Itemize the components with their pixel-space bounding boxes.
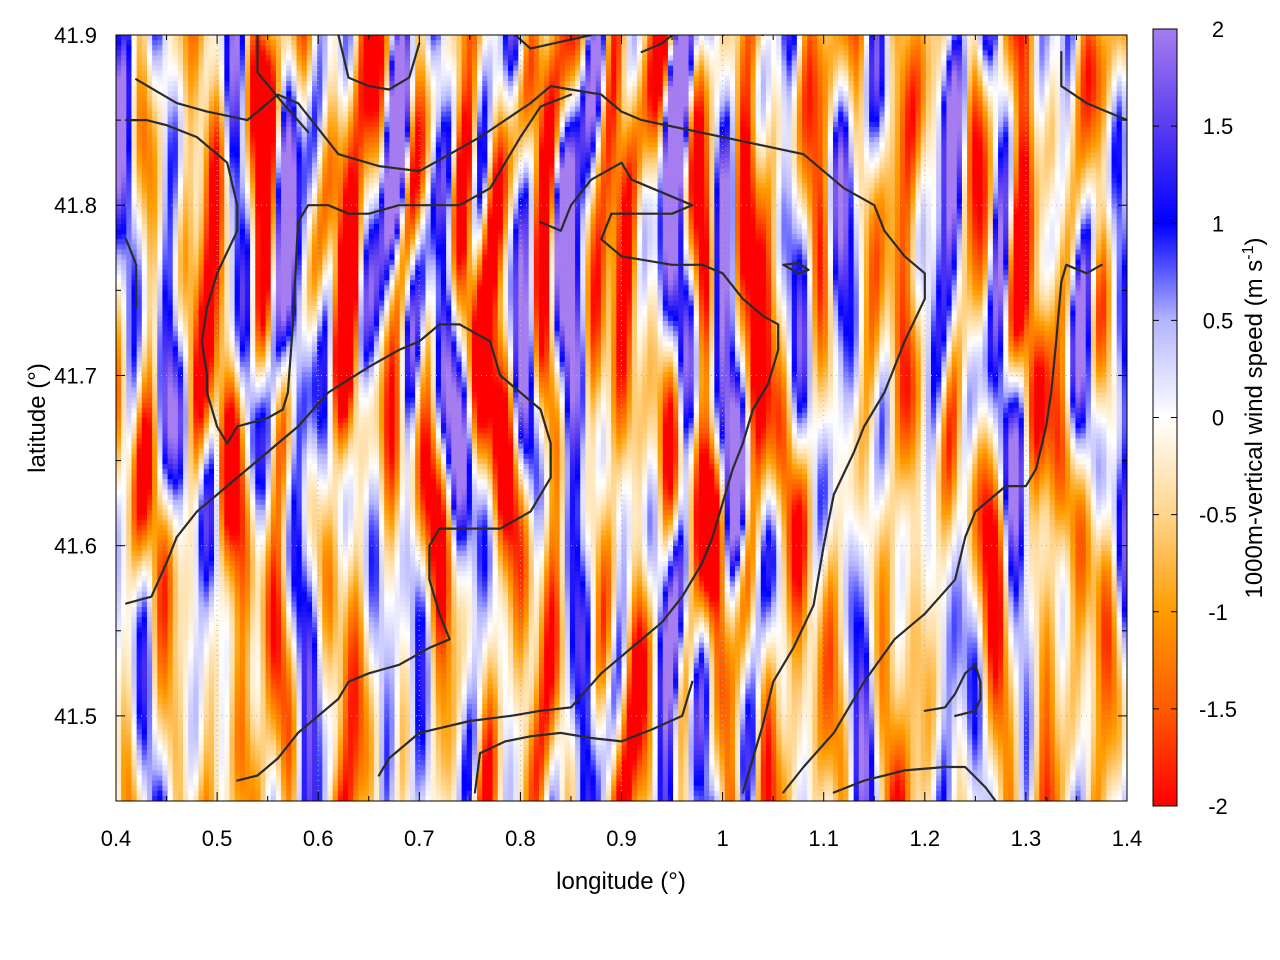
contour-line	[723, 30, 763, 35]
colorbar: 2 1.5 1 0.5 0 -0.5 -1 -1.5 -2 1000m-vertical win…	[1153, 17, 1268, 819]
x-tick-label: 0.5	[202, 826, 233, 851]
x-tick-label: 0.7	[404, 826, 435, 851]
y-tick-label: 41.6	[54, 534, 97, 559]
colorbar-tick-label: -1	[1208, 600, 1228, 625]
x-tick-label: 0.9	[606, 826, 637, 851]
colorbar-title-main: 1000m-vertical wind speed (m s	[1241, 260, 1268, 599]
colorbar-tick-label: -2	[1208, 794, 1228, 819]
x-tick-label: 0.6	[303, 826, 334, 851]
colorbar-tick-label: 1	[1212, 211, 1224, 236]
colorbar-tick-label: -1.5	[1199, 697, 1237, 722]
y-tick-label: 41.8	[54, 193, 97, 218]
colorbar-title: 1000m-vertical wind speed (m s-1)	[1240, 237, 1268, 598]
x-tick-label: 1.3	[1011, 826, 1042, 851]
y-tick-label: 41.9	[54, 23, 97, 48]
x-tick-label: 1	[716, 826, 728, 851]
x-tick-label: 1.2	[910, 826, 941, 851]
y-tick-label: 41.5	[54, 704, 97, 729]
x-tick-label: 0.8	[505, 826, 536, 851]
x-axis-title: longitude (°)	[556, 868, 686, 895]
colorbar-title-close: )	[1241, 237, 1268, 245]
colorbar-tick-label: 2	[1212, 17, 1224, 42]
colorbar-tick-label: 0	[1212, 406, 1224, 431]
colorbar-tick-label: 1.5	[1203, 114, 1234, 139]
y-tick-label: 41.7	[54, 363, 97, 388]
y-axis-title: latitude (°)	[24, 363, 51, 473]
colorbar-tick-label: 0.5	[1203, 308, 1234, 333]
colorbar-title-superscript: -1	[1240, 245, 1257, 259]
x-tick-label: 0.4	[101, 826, 132, 851]
colorbar-tick-label: -0.5	[1199, 503, 1237, 528]
x-tick-label: 1.1	[808, 826, 839, 851]
x-tick-label: 1.4	[1112, 826, 1143, 851]
